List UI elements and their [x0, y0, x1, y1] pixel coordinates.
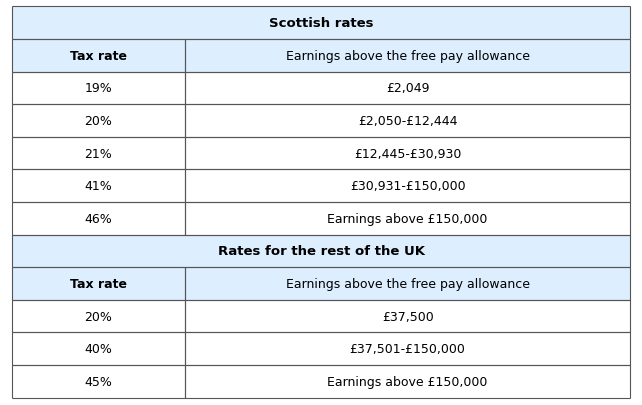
- Text: Tax rate: Tax rate: [70, 49, 126, 63]
- Text: 41%: 41%: [84, 180, 112, 193]
- Text: £37,501-£150,000: £37,501-£150,000: [350, 342, 465, 356]
- Text: 19%: 19%: [84, 82, 112, 95]
- Bar: [185, 365, 630, 398]
- Text: £12,445-£30,930: £12,445-£30,930: [354, 147, 462, 160]
- Text: £30,931-£150,000: £30,931-£150,000: [350, 180, 465, 193]
- Bar: [185, 170, 630, 202]
- Bar: [12, 40, 185, 72]
- Text: Earnings above £150,000: Earnings above £150,000: [327, 375, 488, 388]
- Bar: [12, 235, 630, 268]
- Bar: [185, 300, 630, 333]
- Bar: [12, 202, 185, 235]
- Bar: [185, 333, 630, 365]
- Text: 21%: 21%: [84, 147, 112, 160]
- Bar: [185, 72, 630, 105]
- Text: 46%: 46%: [84, 212, 112, 225]
- Bar: [12, 170, 185, 202]
- Text: 45%: 45%: [84, 375, 112, 388]
- Text: Earnings above £150,000: Earnings above £150,000: [327, 212, 488, 225]
- Bar: [12, 268, 185, 300]
- Bar: [12, 300, 185, 333]
- Text: 40%: 40%: [84, 342, 112, 356]
- Text: Tax rate: Tax rate: [70, 277, 126, 290]
- Bar: [12, 105, 185, 137]
- Text: Earnings above the free pay allowance: Earnings above the free pay allowance: [286, 277, 530, 290]
- Bar: [185, 105, 630, 137]
- Bar: [12, 72, 185, 105]
- Text: £37,500: £37,500: [382, 310, 433, 323]
- Bar: [185, 268, 630, 300]
- Text: Earnings above the free pay allowance: Earnings above the free pay allowance: [286, 49, 530, 63]
- Text: 20%: 20%: [84, 310, 112, 323]
- Bar: [12, 7, 630, 40]
- Bar: [185, 202, 630, 235]
- Text: 20%: 20%: [84, 115, 112, 128]
- Text: £2,049: £2,049: [386, 82, 429, 95]
- Bar: [185, 137, 630, 170]
- Text: £2,050-£12,444: £2,050-£12,444: [358, 115, 457, 128]
- Bar: [12, 365, 185, 398]
- Bar: [12, 333, 185, 365]
- Bar: [12, 137, 185, 170]
- Text: Scottish rates: Scottish rates: [269, 17, 373, 30]
- Text: Rates for the rest of the UK: Rates for the rest of the UK: [218, 245, 424, 258]
- Bar: [185, 40, 630, 72]
